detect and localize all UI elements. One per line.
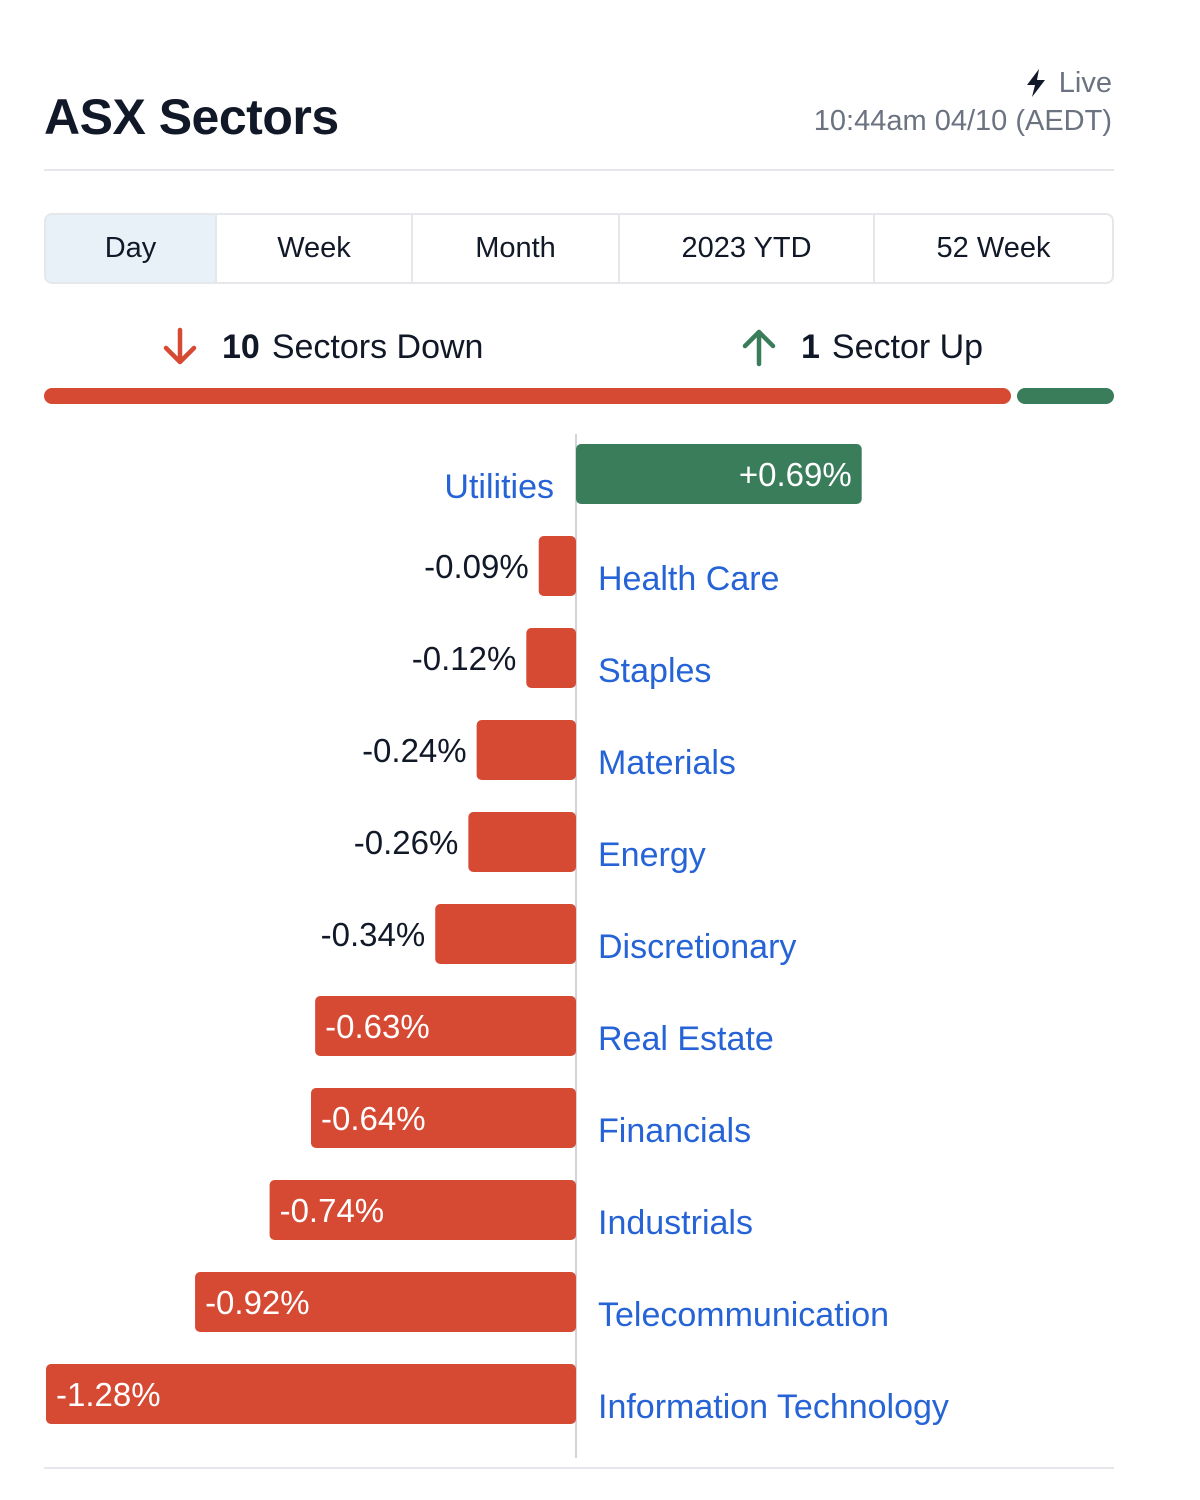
value-label-utilities: +0.69% [739, 456, 852, 493]
value-label-health-care: -0.09% [424, 548, 529, 585]
sector-label-real-estate[interactable]: Real Estate [598, 1020, 774, 1058]
value-label-telecommunication: -0.92% [205, 1284, 310, 1321]
lightning-bolt-icon [1026, 69, 1045, 97]
tab-2023-ytd[interactable]: 2023 YTD [620, 215, 875, 282]
value-label-discretionary: -0.34% [321, 916, 426, 953]
sector-label-utilities[interactable]: Utilities [444, 468, 554, 506]
page-title: ASX Sectors [44, 89, 339, 145]
arrow-up-icon [742, 329, 776, 367]
bar-health-care[interactable] [538, 536, 576, 596]
sectors-up-summary: 1 Sector Up [739, 322, 983, 372]
sector-label-energy[interactable]: Energy [598, 836, 706, 874]
bar-information-technology[interactable] [46, 1364, 576, 1424]
sector-label-telecommunication[interactable]: Telecommunication [598, 1296, 889, 1334]
tab-month[interactable]: Month [413, 215, 620, 282]
bar-discretionary[interactable] [435, 904, 576, 964]
header-divider [44, 169, 1114, 171]
timestamp: 10:44am 04/10 (AEDT) [813, 105, 1112, 137]
tab-day[interactable]: Day [46, 215, 217, 282]
sectors-down-text: Sectors Down [271, 327, 484, 366]
value-label-real-estate: -0.63% [325, 1008, 430, 1045]
breadth-bar-up [1017, 388, 1114, 404]
live-indicator: Live [814, 64, 1112, 102]
bar-materials[interactable] [476, 720, 576, 780]
sector-label-materials[interactable]: Materials [598, 744, 736, 782]
breadth-bar-down [44, 388, 1012, 404]
sectors-down-count: 10 [222, 327, 260, 366]
bar-utilities[interactable] [576, 444, 862, 504]
sector-label-information-technology[interactable]: Information Technology [598, 1388, 949, 1426]
period-tabs: Day Week Month 2023 YTD 52 Week [44, 213, 1114, 284]
bar-energy[interactable] [468, 812, 576, 872]
sector-label-financials[interactable]: Financials [598, 1112, 751, 1150]
sector-label-discretionary[interactable]: Discretionary [598, 928, 796, 966]
value-label-financials: -0.64% [321, 1100, 426, 1137]
sectors-up-count: 1 [801, 327, 820, 366]
sectors-up-text: Sector Up [831, 327, 984, 366]
bar-real-estate[interactable] [315, 996, 576, 1056]
value-label-information-technology: -1.28% [56, 1376, 161, 1413]
live-label: Live [1058, 67, 1112, 99]
bar-industrials[interactable] [269, 1180, 576, 1240]
sector-label-staples[interactable]: Staples [598, 652, 711, 690]
tab-week[interactable]: Week [217, 215, 413, 282]
value-label-materials: -0.24% [362, 732, 467, 769]
sector-label-health-care[interactable]: Health Care [598, 560, 779, 598]
arrow-down-icon [163, 327, 197, 365]
bar-staples[interactable] [526, 628, 576, 688]
sectors-down-summary: 10 Sectors Down [160, 322, 483, 372]
value-label-industrials: -0.74% [280, 1192, 385, 1229]
sector-label-industrials[interactable]: Industrials [598, 1204, 753, 1242]
bar-telecommunication[interactable] [195, 1272, 576, 1332]
value-label-staples: -0.12% [412, 640, 517, 677]
bar-financials[interactable] [311, 1088, 576, 1148]
tab-52-week[interactable]: 52 Week [936, 232, 1051, 264]
value-label-energy: -0.26% [354, 824, 459, 861]
footer-divider [44, 1467, 1114, 1469]
live-status: Live 10:44am 04/10 (AEDT) [814, 64, 1112, 140]
